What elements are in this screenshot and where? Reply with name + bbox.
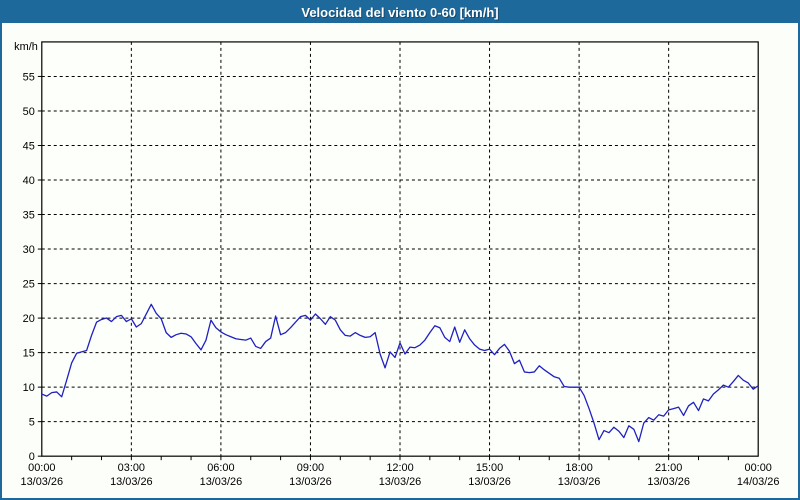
x-tick-time-label: 00:00 <box>745 462 772 474</box>
y-tick-label: 20 <box>23 313 35 325</box>
x-tick-time-label: 15:00 <box>476 462 503 474</box>
wind-speed-chart: 0 5 10 15 20 25 30 35 40 45 50 55 km/h 00:00 13/03/26 0… <box>14 41 780 488</box>
y-tick-label: 5 <box>29 417 35 429</box>
x-tick-date-label: 13/03/26 <box>110 476 153 488</box>
y-tick-label: 10 <box>23 382 35 394</box>
x-tick-date-label: 13/03/26 <box>21 476 64 488</box>
x-tick-date-label: 14/03/26 <box>737 476 780 488</box>
y-tick-label: 0 <box>29 451 35 463</box>
y-tick-label: 40 <box>23 175 35 187</box>
y-axis-unit-label: km/h <box>14 41 38 53</box>
y-tick-label: 25 <box>23 279 35 291</box>
x-tick-time-label: 09:00 <box>297 462 324 474</box>
x-tick-date-label: 13/03/26 <box>289 476 332 488</box>
x-tick-date-label: 13/03/26 <box>558 476 601 488</box>
x-tick-time-label: 18:00 <box>565 462 592 474</box>
y-tick-label: 15 <box>23 348 35 360</box>
y-tick-label: 30 <box>23 244 35 256</box>
x-tick-date-label: 13/03/26 <box>468 476 511 488</box>
y-tick-label: 55 <box>23 71 35 83</box>
x-tick-time-label: 06:00 <box>207 462 234 474</box>
x-tick-time-label: 21:00 <box>655 462 682 474</box>
x-tick-date-label: 13/03/26 <box>379 476 422 488</box>
x-tick-time-label: 12:00 <box>386 462 413 474</box>
wind-speed-line <box>41 303 759 443</box>
x-tick-date-label: 13/03/26 <box>200 476 243 488</box>
y-tick-label: 45 <box>23 140 35 152</box>
x-tick-time-label: 03:00 <box>118 462 145 474</box>
chart-title: Velocidad del viento 0-60 [km/h] <box>301 5 499 20</box>
x-tick-time-label: 00:00 <box>28 462 55 474</box>
window-titlebar: Velocidad del viento 0-60 [km/h] <box>2 2 798 23</box>
y-tick-label: 50 <box>23 106 35 118</box>
y-tick-label: 35 <box>23 210 35 222</box>
x-tick-date-label: 13/03/26 <box>647 476 690 488</box>
